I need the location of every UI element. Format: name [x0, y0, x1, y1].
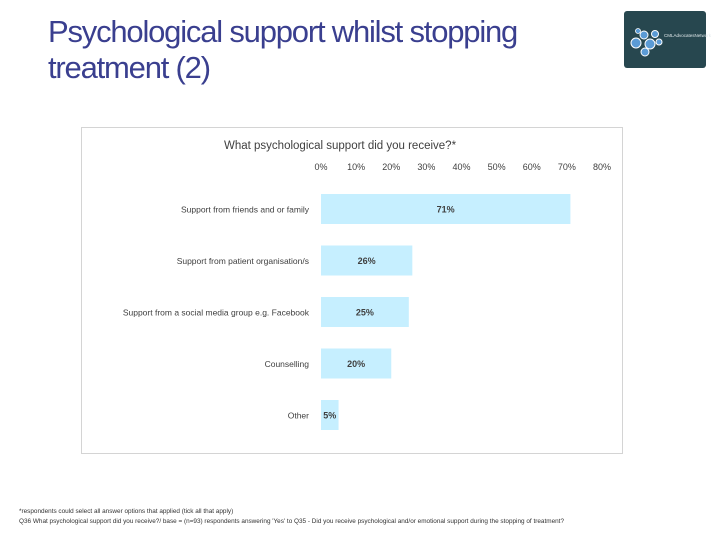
x-tick-label: 40%: [452, 162, 470, 172]
data-label: 5%: [323, 411, 336, 421]
x-tick-label: 30%: [417, 162, 435, 172]
slide-title-line-1: Psychological support whilst stopping: [48, 14, 518, 49]
x-tick-label: 10%: [347, 162, 365, 172]
x-tick-label: 20%: [382, 162, 400, 172]
logo-text: CMLAdvocatesNetwork: [664, 33, 712, 38]
molecule-dots-icon: [630, 28, 663, 57]
slide-title: Psychological support whilst stopping tr…: [48, 14, 588, 86]
data-label: 26%: [358, 256, 376, 266]
category-label: Support from friends and or family: [181, 205, 310, 215]
category-label: Support from a social media group e.g. F…: [123, 308, 310, 318]
slide-title-line-2: treatment (2): [48, 50, 211, 85]
category-label: Support from patient organisation/s: [177, 256, 309, 266]
chart-title: What psychological support did you recei…: [224, 140, 457, 152]
x-tick-label: 0%: [314, 162, 327, 172]
data-label: 25%: [356, 308, 374, 318]
x-tick-label: 60%: [523, 162, 541, 172]
x-tick-label: 50%: [488, 162, 506, 172]
cml-advocates-network-logo: CMLAdvocatesNetwork: [624, 11, 711, 68]
x-tick-label: 80%: [593, 162, 611, 172]
bar: [321, 245, 413, 276]
bar: [321, 348, 392, 379]
category-label: Counselling: [265, 359, 310, 369]
bar: [321, 194, 571, 224]
bar: [321, 297, 409, 327]
data-label: 71%: [437, 205, 455, 215]
bar-chart: What psychological support did you recei…: [123, 140, 611, 430]
category-label: Other: [288, 411, 309, 421]
chart-frame: What psychological support did you recei…: [81, 127, 623, 454]
bar: [321, 400, 339, 430]
x-tick-label: 70%: [558, 162, 576, 172]
data-label: 20%: [347, 359, 365, 369]
footnote-respondents: *respondents could select all answer opt…: [19, 508, 234, 515]
footnote-question-base: Q36 What psychological support did you r…: [19, 518, 565, 525]
